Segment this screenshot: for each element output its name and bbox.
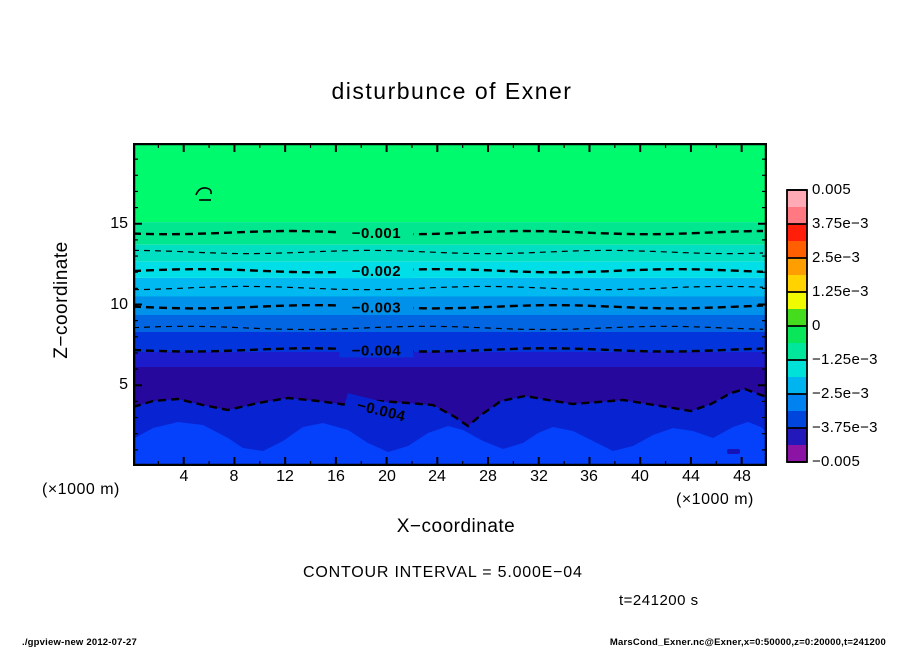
- x-tick-label: 28: [479, 468, 497, 485]
- x-axis-unit: (×1000 m): [676, 491, 754, 508]
- x-tick-label: 20: [378, 468, 396, 485]
- footer-source: MarsCond_Exner.nc@Exner,x=0:50000,z=0:20…: [609, 637, 886, 648]
- contour-plot: −0.001−0.002−0.003−0.004−0.004: [133, 143, 767, 466]
- contour-label: −0.004: [339, 341, 414, 359]
- colorbar-tick-label: −0.005: [812, 453, 861, 470]
- colorbar-tick-label: 2.5e−3: [812, 249, 861, 266]
- colorbar-segment: [787, 241, 807, 258]
- colorbar-segment: [787, 309, 807, 326]
- x-tick-label: 36: [580, 468, 598, 485]
- contour-line: [133, 387, 767, 428]
- fill-band: [133, 296, 767, 315]
- svg-text:−0.002: −0.002: [352, 263, 401, 280]
- colorbar-tick-label: 1.25e−3: [812, 283, 869, 300]
- fill-band: [133, 244, 767, 262]
- fill-band: [133, 143, 767, 223]
- footer-command: ./gpview-new 2012-07-27: [22, 637, 137, 648]
- x-tick-label: 48: [733, 468, 751, 485]
- x-tick-label: 8: [229, 468, 239, 485]
- contour-line: [133, 347, 764, 353]
- svg-text:−0.003: −0.003: [352, 299, 401, 316]
- x-tick-label: 32: [530, 468, 548, 485]
- colorbar-segment: [787, 360, 807, 377]
- contour-line: [133, 304, 764, 310]
- fill-band: [133, 332, 767, 352]
- colorbar: [786, 189, 808, 463]
- colorbar-segment: [787, 258, 807, 275]
- x-tick-label: 12: [276, 468, 294, 485]
- colorbar-segment: [787, 292, 807, 309]
- colorbar-tick-label: 3.75e−3: [812, 215, 869, 232]
- y-axis-label: Z−coordinate: [51, 241, 72, 359]
- y-axis-unit: (×1000 m): [42, 481, 120, 498]
- svg-text:−0.001: −0.001: [352, 225, 401, 242]
- colorbar-segment: [787, 411, 807, 428]
- colorbar-tick-label: 0: [812, 317, 821, 334]
- zero-contour-mark: [195, 187, 212, 201]
- contour-label: −0.001: [339, 224, 414, 242]
- contour-interval-caption: CONTOUR INTERVAL = 5.000E−04: [303, 564, 583, 581]
- contour-label: −0.002: [339, 262, 414, 280]
- colorbar-segment: [787, 224, 807, 241]
- colorbar-segment: [787, 207, 807, 224]
- fill-band: [133, 315, 767, 332]
- fill-band: [133, 352, 767, 367]
- y-tick-label: 10: [110, 296, 128, 313]
- colorbar-segment: [787, 275, 807, 292]
- colorbar-segment: [787, 343, 807, 360]
- x-tick-label: 44: [682, 468, 700, 485]
- y-tick-label: 5: [119, 376, 128, 393]
- colorbar-segment: [787, 428, 807, 445]
- plot-title: disturbunce of Exner: [331, 78, 573, 104]
- x-axis-label: X−coordinate: [396, 516, 516, 537]
- colorbar-segment: [787, 190, 807, 207]
- y-tick-label: 15: [110, 215, 128, 232]
- colorbar-tick-label: −1.25e−3: [812, 351, 878, 368]
- colorbar-segment: [787, 394, 807, 411]
- colorbar-segment: [787, 445, 807, 462]
- x-tick-label: 16: [327, 468, 345, 485]
- colorbar-segment: [787, 377, 807, 394]
- colorbar-segment: [787, 326, 807, 343]
- svg-text:−0.004: −0.004: [352, 342, 401, 359]
- plot-frame: [133, 143, 767, 466]
- contour-line: [133, 229, 764, 236]
- x-tick-label: 24: [428, 468, 446, 485]
- x-tick-label: 40: [631, 468, 649, 485]
- x-tick-label: 4: [179, 468, 189, 485]
- bottom-bumps: [133, 422, 767, 466]
- fill-band: [133, 277, 767, 297]
- small-contour-speck: [727, 449, 740, 454]
- colorbar-tick-label: −3.75e−3: [812, 419, 878, 436]
- contour-label: −0.003: [339, 298, 414, 316]
- colorbar-tick-label: −2.5e−3: [812, 385, 870, 402]
- contour-line: [133, 268, 764, 274]
- time-caption: t=241200 s: [619, 592, 699, 609]
- colorbar-tick-label: 0.005: [812, 181, 852, 198]
- colorbar-frame: [786, 189, 808, 463]
